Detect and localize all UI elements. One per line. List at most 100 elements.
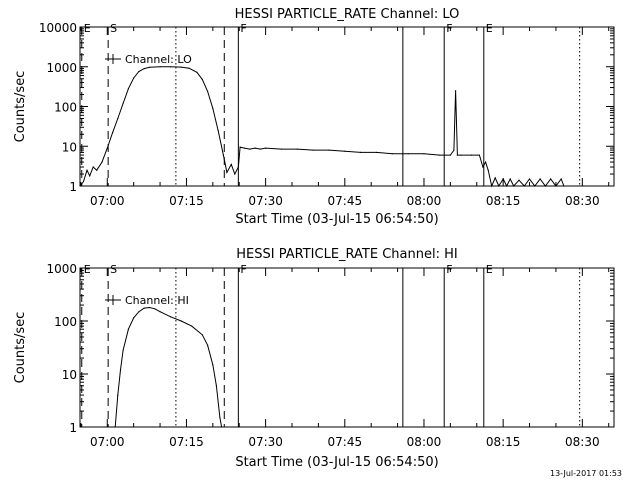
data-point [106, 147, 108, 149]
data-point [237, 166, 239, 168]
data-point [122, 102, 124, 104]
data-point [143, 307, 145, 309]
panel-hi: HESSI PARTICLE_RATE Channel: HI 1 10 100 100… [13, 247, 615, 470]
plot-frame [79, 26, 615, 187]
data-point [133, 77, 135, 79]
data-point [79, 185, 81, 187]
data-point [219, 417, 221, 419]
data-point [487, 169, 489, 171]
data-point [482, 166, 484, 168]
data-point [528, 178, 531, 180]
data-point [117, 117, 119, 120]
data-point [188, 67, 190, 69]
data-point [133, 317, 135, 319]
data-point [159, 311, 161, 313]
x-tick-label: 08:30 [565, 435, 600, 449]
data-point [217, 129, 219, 131]
x-axis-label: Start Time (03-Jul-15 06:54:50) [235, 212, 438, 227]
data-point [180, 320, 182, 322]
data-point [143, 68, 145, 70]
data-point [148, 66, 151, 68]
data-point [207, 90, 209, 92]
series-line [114, 306, 223, 428]
data-point [494, 177, 496, 179]
y-tick-label: 1000 [46, 61, 77, 75]
data-point [112, 132, 114, 134]
data-point [222, 154, 224, 156]
y-tick-label: 100 [54, 101, 77, 115]
data-point [196, 71, 198, 73]
data-point [114, 426, 116, 428]
data-point [221, 426, 223, 428]
y-tick-label: 1 [69, 421, 77, 435]
x-tick-label: 07:30 [248, 194, 283, 208]
data-point [296, 148, 298, 150]
data-point [249, 148, 251, 150]
data-point [518, 179, 520, 181]
data-point [170, 66, 172, 68]
data-point [498, 185, 500, 187]
data-point [423, 153, 425, 155]
data-point [407, 153, 409, 155]
x-tick-label: 07:00 [90, 435, 125, 449]
data-point [226, 171, 228, 173]
x-tick-label: 08:15 [486, 435, 521, 449]
data-point [360, 151, 362, 153]
x-tick-label: 08:00 [407, 435, 442, 449]
x-tick-label: 08:15 [486, 194, 521, 208]
data-point [230, 163, 232, 165]
data-point [201, 334, 203, 336]
data-point [563, 185, 565, 187]
data-point [550, 178, 552, 180]
event-marker-label: S [110, 263, 117, 276]
panel-lo: HESSI PARTICLE_RATE Channel: LO 1 10 100 100… [13, 7, 615, 227]
data-point [127, 88, 129, 90]
data-point [449, 154, 451, 156]
data-point [506, 185, 508, 187]
x-tick-label: 07:45 [328, 435, 363, 449]
data-point [555, 185, 557, 187]
data-point [86, 169, 88, 171]
data-point [170, 316, 172, 318]
x-tick-label: 07:00 [90, 194, 125, 208]
event-marker-label: F [240, 263, 246, 276]
data-point [207, 344, 209, 346]
data-point [101, 161, 103, 163]
data-point [485, 161, 487, 163]
chart-title: HESSI PARTICLE_RATE Channel: LO [235, 7, 460, 22]
data-point [234, 173, 236, 175]
data-point [201, 78, 203, 80]
data-point [212, 364, 214, 366]
data-point [280, 148, 283, 150]
event-marker-label: E [84, 263, 91, 276]
data-point [456, 154, 458, 156]
data-point [312, 149, 314, 151]
y-tick-label: 10 [62, 368, 77, 382]
x-tick-label: 07:15 [169, 435, 204, 449]
event-marker-label: F [446, 22, 452, 35]
event-marker-label: E [84, 22, 91, 35]
data-point [439, 154, 441, 156]
data-point [544, 185, 547, 187]
data-point [148, 306, 151, 309]
y-tick-label: 1000 [46, 262, 77, 276]
data-point [539, 178, 541, 180]
data-point [89, 175, 91, 177]
data-point [453, 149, 455, 151]
data-point [159, 66, 161, 68]
event-marker-label: S [110, 22, 117, 35]
y-tick-label: 100 [54, 315, 77, 329]
data-point [391, 153, 393, 155]
data-point [243, 147, 246, 149]
footer-timestamp: 13-Jul-2017 01:53 [550, 469, 622, 478]
data-point [328, 149, 330, 151]
x-tick-label: 08:30 [565, 194, 600, 208]
data-point [215, 385, 217, 387]
data-point [117, 394, 119, 396]
data-point [239, 146, 241, 148]
y-tick-label: 1 [69, 180, 77, 194]
event-marker-label: E [486, 22, 493, 35]
legend-label: Channel: HI [125, 294, 189, 307]
x-tick-label: 07:15 [169, 194, 204, 208]
data-point [455, 90, 457, 92]
